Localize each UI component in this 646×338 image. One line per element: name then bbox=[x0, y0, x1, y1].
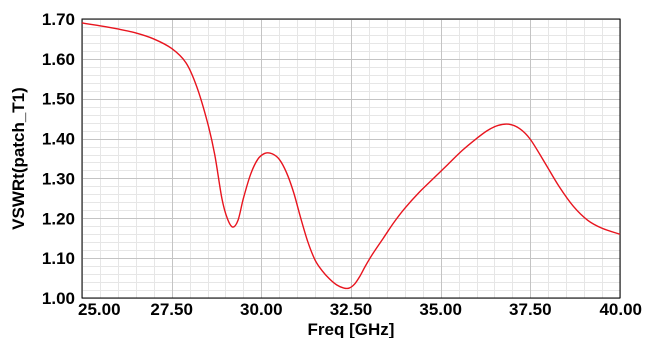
y-tick-label: 1.70 bbox=[42, 10, 75, 29]
y-tick-label: 1.20 bbox=[42, 209, 75, 228]
y-tick-labels: 1.00 1.10 1.20 1.30 1.40 1.50 1.60 1.70 bbox=[42, 10, 75, 308]
plot-frame bbox=[81, 18, 621, 299]
y-tick-label: 1.40 bbox=[42, 130, 75, 149]
y-tick-label: 1.50 bbox=[42, 90, 75, 109]
x-tick-label: 25.00 bbox=[78, 300, 121, 319]
x-tick-label: 27.50 bbox=[150, 300, 193, 319]
y-tick-label: 1.10 bbox=[42, 249, 75, 268]
x-axis-label: Freq [GHz] bbox=[308, 320, 395, 338]
y-tick-label: 1.60 bbox=[42, 50, 75, 69]
x-tick-label: 32.50 bbox=[330, 300, 373, 319]
y-axis-label: VSWRt(patch_T1) bbox=[9, 87, 28, 230]
vswr-series-line bbox=[81, 22, 621, 290]
grid-layer bbox=[82, 19, 621, 299]
x-tick-label: 37.50 bbox=[509, 300, 552, 319]
x-tick-label: 30.00 bbox=[240, 300, 283, 319]
y-tick-label: 1.30 bbox=[42, 169, 75, 188]
x-tick-label: 35.00 bbox=[419, 300, 462, 319]
x-tick-labels: 25.00 27.50 30.00 32.50 35.00 37.50 40.00 bbox=[78, 300, 642, 319]
y-tick-label: 1.00 bbox=[42, 289, 75, 308]
x-tick-label: 40.00 bbox=[599, 300, 642, 319]
